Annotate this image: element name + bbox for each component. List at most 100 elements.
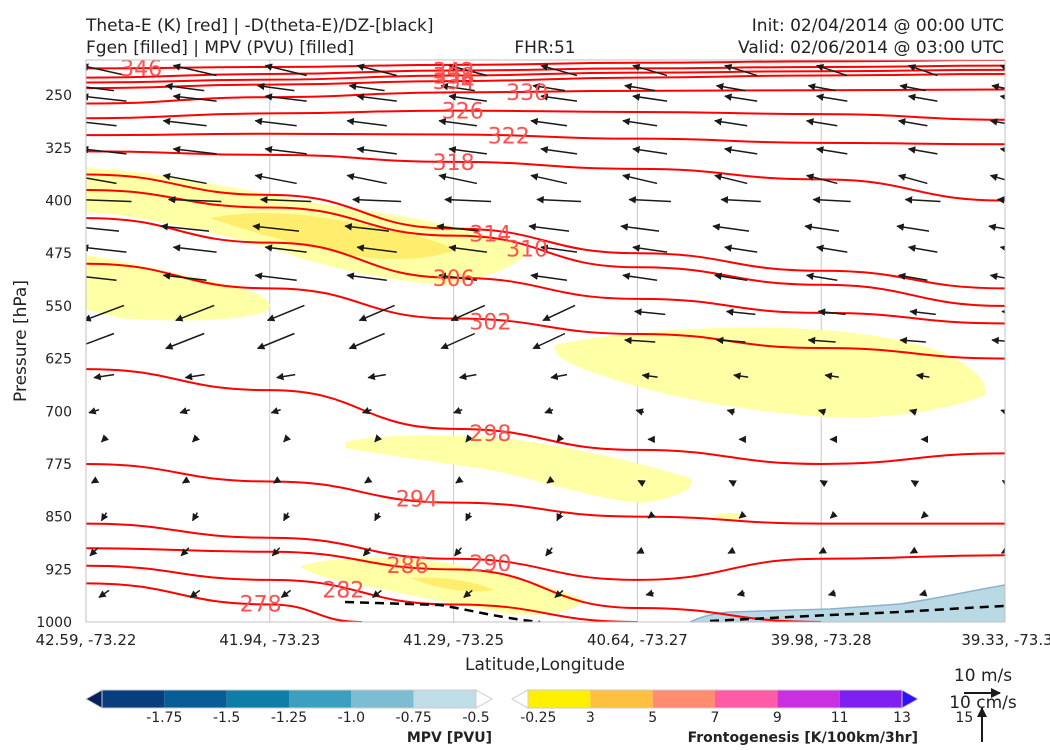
wind-arrow [86,121,117,127]
theta-e-label: 326 [442,100,484,125]
colorbar-cap-left [510,689,529,709]
wind-arrow [641,372,658,380]
wind-arrow [162,172,207,185]
wind-arrow [817,408,827,416]
colorbar-bin [839,690,902,708]
wind-arrow [254,117,297,127]
wind-arrow [815,146,848,155]
colorbar-cap-right [901,689,920,709]
wind-arrow [897,272,928,282]
wind-arrow [356,244,397,253]
theta-e-label: 282 [322,579,364,604]
forecast-hour: FHR:51 [514,38,575,58]
wind-arrow [996,196,1005,204]
theta-e-contour-314 [86,173,1005,290]
x-axis-ticks: 42.59, -73.22 41.94, -73.23 41.29, -73.25 4… [36,631,1050,649]
wind-arrow [162,117,207,127]
wind-arrow [899,83,926,92]
wind-arrow [829,510,838,519]
wind-arrow [824,372,839,380]
colorbar-outline [101,689,477,709]
wind-arrow [632,146,668,155]
theta-e-label: 290 [469,552,511,577]
wind-arrow [632,244,668,253]
wind-arrow [989,272,1005,281]
wind-arrow [374,434,383,443]
y-tick-label: 775 [45,457,72,473]
wind-arrow [172,63,217,77]
wind-arrow [818,546,828,554]
theta-e-label: 318 [433,151,475,176]
y-tick-label: 1000 [36,615,72,631]
wind-arrow [725,308,756,316]
wind-arrow [356,145,397,155]
wind-arrow [1000,408,1005,416]
theta-e-contour-318 [86,150,1005,202]
wind-arrow [1008,375,1020,377]
wind-arrow [438,173,478,185]
wind-arrow [86,93,127,102]
theta-e-label: 334 [433,70,475,95]
wind-arrow [714,272,748,282]
wind-arrow [191,512,200,522]
wind-ref-ms-label: 10 m/s [954,666,1012,686]
wind-arrow [712,223,750,232]
wind-arrow [100,434,109,443]
wind-arrow [622,117,658,127]
wind-arrow [736,589,745,597]
wind-arrow [362,547,372,557]
wind-arrow [184,372,205,381]
wind-arrow [805,272,838,282]
wind-arrow [645,589,654,597]
colorbar-bin [777,690,840,708]
wind-arrow [344,223,390,232]
theta-e-label: 342 [433,60,475,85]
wind-arrow [448,244,487,253]
wind-arrow [348,332,385,350]
wind-arrow [532,82,566,92]
wind-arrow [454,547,462,557]
colorbar-tick-label: -1.5 [213,710,240,726]
theta-e-contour-338 [86,68,1005,84]
y-tick-label: 700 [45,404,72,420]
wind-arrow [550,372,568,381]
wind-arrow [259,196,312,204]
colorbar-bin [102,690,165,708]
theta-e-contour-334 [86,73,1005,90]
wind-arrow [988,223,1005,231]
wind-arrow [540,63,578,77]
wind-arrow [620,223,660,232]
colorbar-bin [289,690,352,708]
y-tick-label: 475 [45,246,72,262]
x-axis-label: Latitude,Longitude [465,655,625,675]
wind-arrow [453,406,463,415]
theta-e-contour-290 [86,522,1005,581]
wind-arrow [724,244,758,253]
wind-arrow [356,93,397,102]
wind-arrow [815,93,848,102]
wind-arrow [440,82,475,92]
frontogenesis-colorbar: 3 5 7 9 11 13 15 [510,689,973,726]
wind-arrow [458,372,477,381]
wind-arrow [450,304,486,322]
wind-arrow [624,82,656,92]
wind-arrow [86,227,120,232]
fgen-region-small [713,513,746,520]
wind-arrow [256,82,295,92]
wind-arrow [98,589,110,599]
wind-arrow [540,244,578,253]
theta-e-label: 298 [469,422,511,447]
colorbar-tick-label: -1.25 [271,710,307,726]
wind-arrow [93,372,115,381]
colorbar-bin [528,690,591,708]
wind-arrow [436,223,480,232]
theta-e-contour-322 [86,132,1005,146]
colorbar-tick-label: 3 [586,710,595,726]
theta-e-contour-294 [86,462,1005,525]
wind-arrow [733,372,749,380]
wind-arrow [86,199,132,203]
wind-arrow [989,118,1005,126]
x-tick-label: 39.33, -73.3 [961,631,1050,649]
colorbar-bin [164,690,227,708]
theta-e-contour-286 [86,547,822,622]
